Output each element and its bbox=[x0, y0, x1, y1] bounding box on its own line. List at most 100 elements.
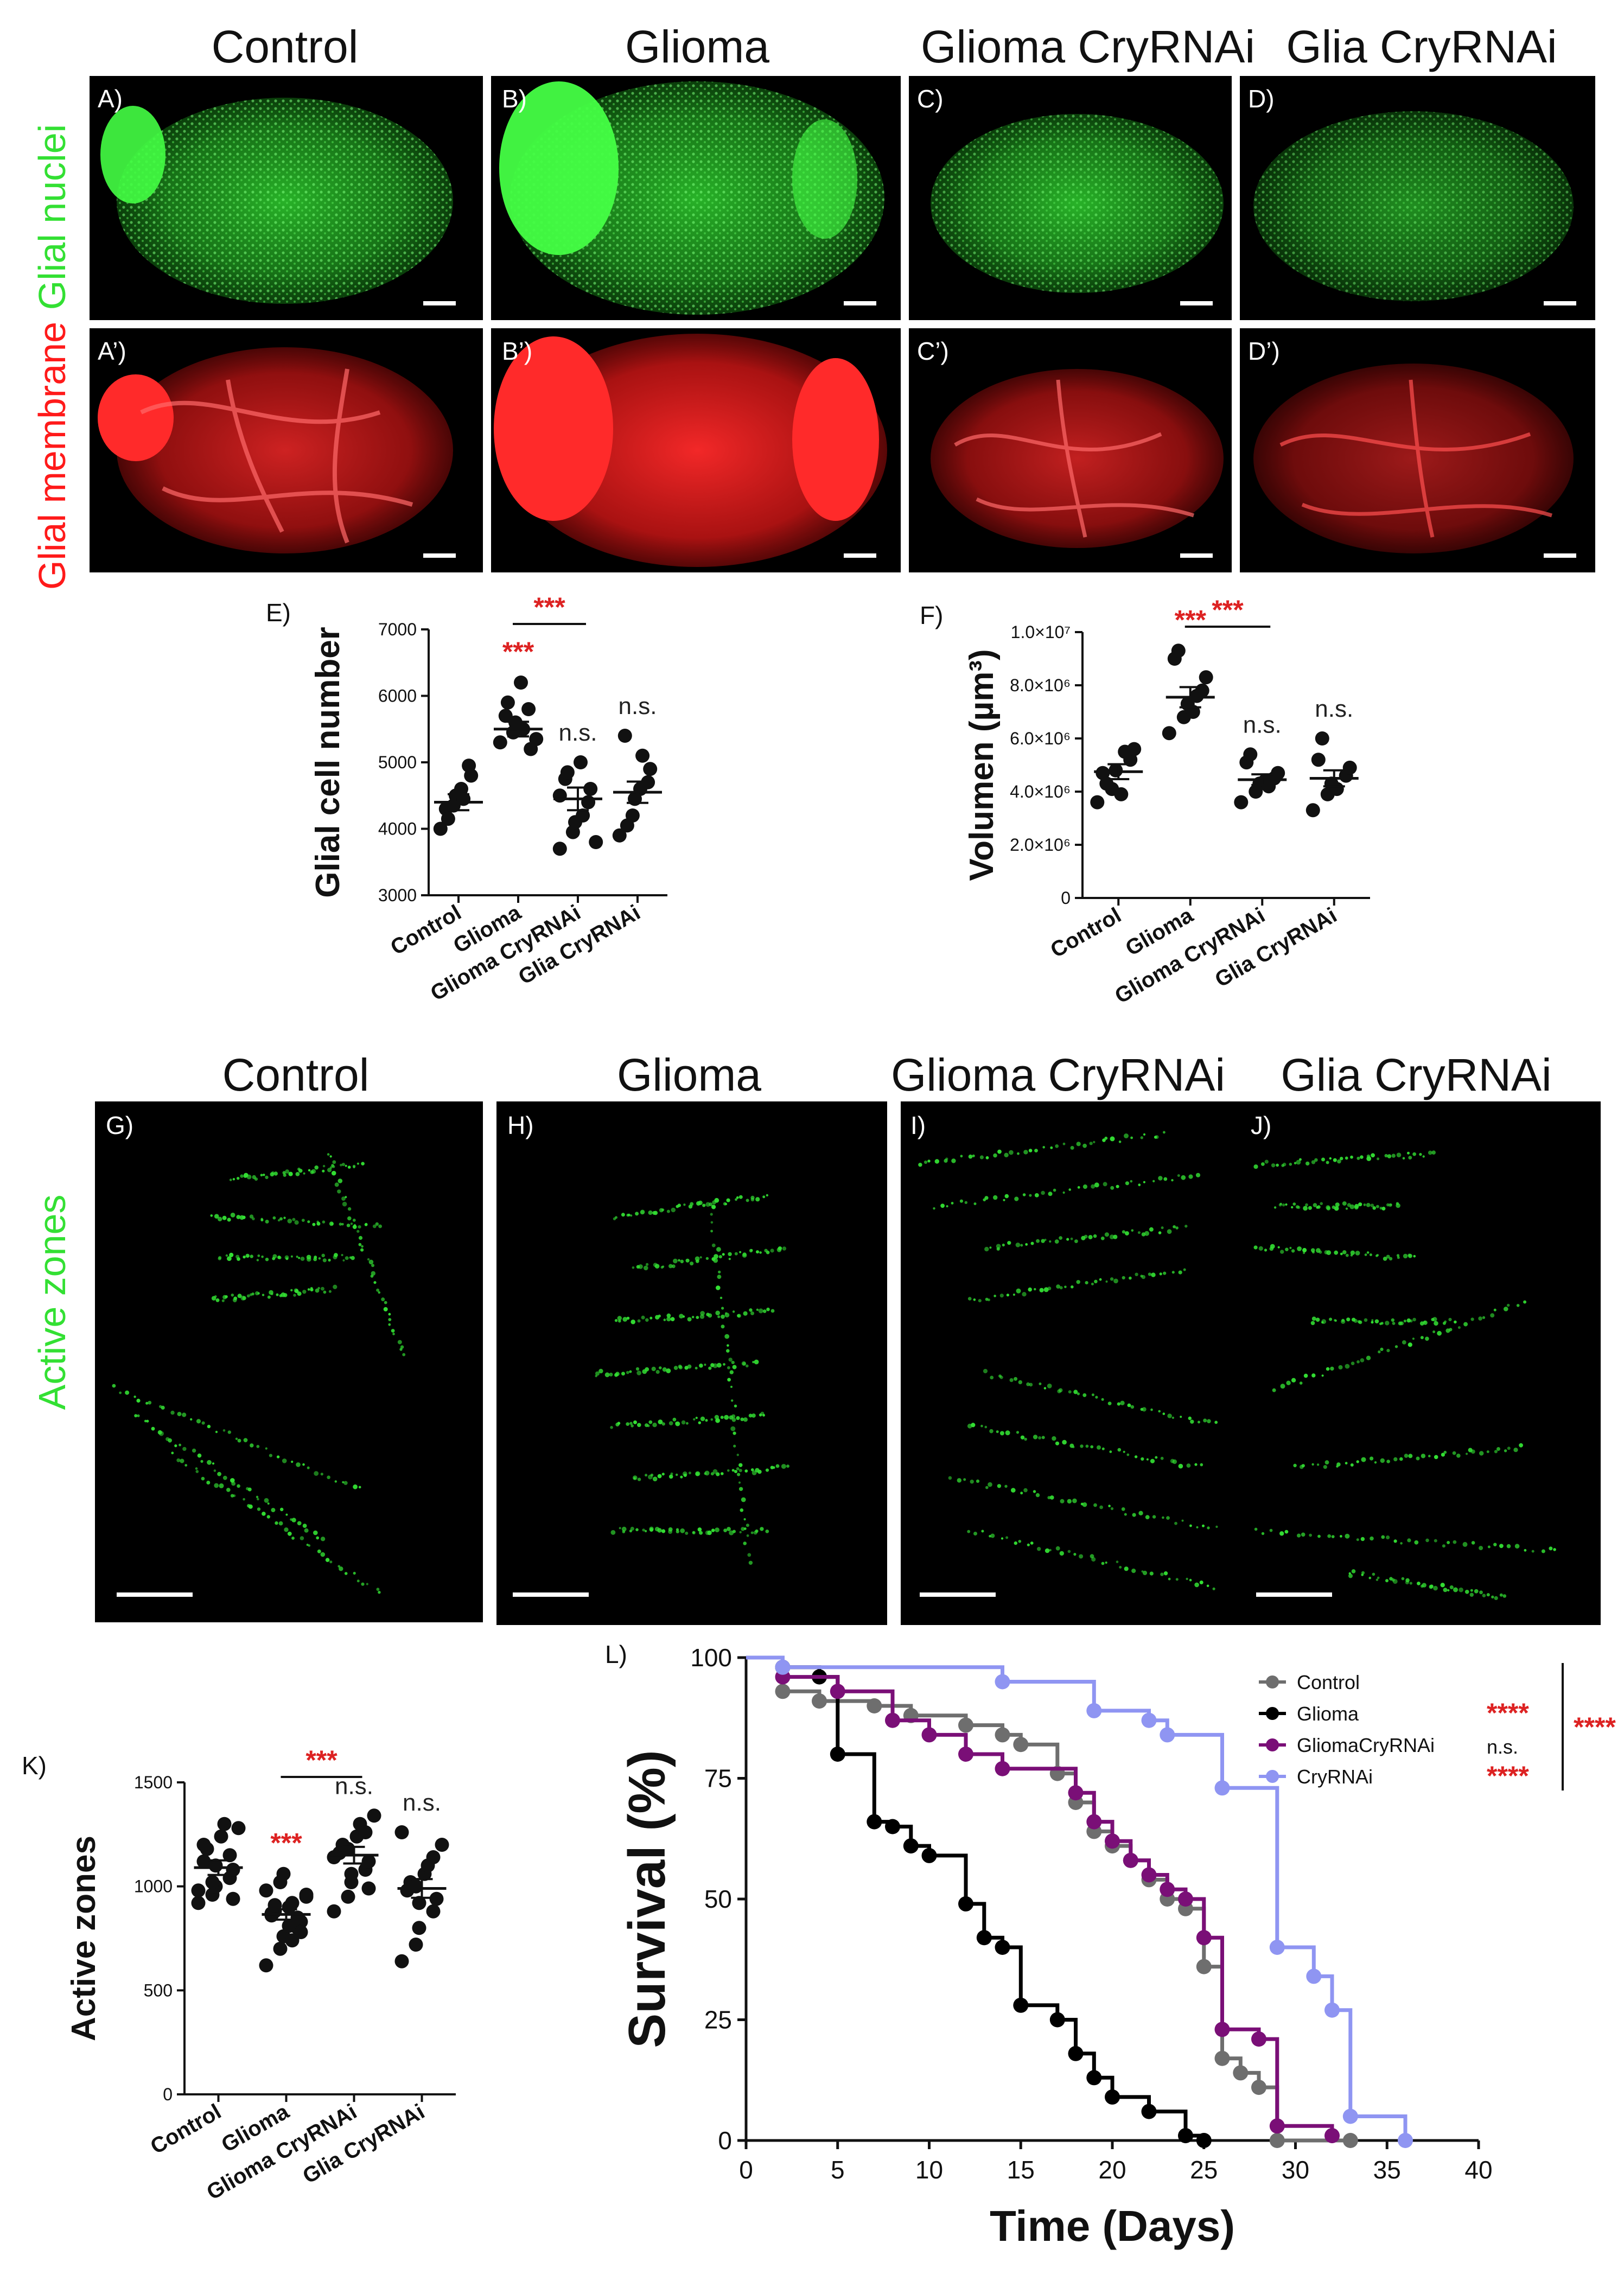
data-point bbox=[426, 1904, 441, 1919]
survival-point bbox=[1068, 1785, 1084, 1801]
survival-point bbox=[958, 1717, 973, 1733]
title-glioma-cryrnai-bottom: Glioma CryRNAi bbox=[891, 1049, 1225, 1100]
survival-point bbox=[1105, 1833, 1120, 1849]
y-tick-label: 1500 bbox=[134, 1773, 173, 1792]
data-point bbox=[412, 1896, 426, 1910]
x-tick-label: 40 bbox=[1464, 2156, 1492, 2184]
data-point bbox=[341, 1842, 355, 1856]
panel-C: C) bbox=[909, 76, 1232, 320]
data-point bbox=[327, 1904, 341, 1919]
data-point bbox=[394, 1825, 409, 1839]
data-point bbox=[327, 1850, 341, 1864]
y-tick-label: 75 bbox=[704, 1764, 732, 1793]
survival-point bbox=[1086, 1814, 1102, 1830]
survival-point bbox=[1013, 1737, 1029, 1753]
panel-B-prime: B’) bbox=[491, 328, 901, 572]
title-control-top: Control bbox=[212, 21, 359, 72]
data-point bbox=[358, 1825, 373, 1839]
survival-point bbox=[921, 1727, 937, 1743]
title-control-bottom: Control bbox=[222, 1049, 370, 1100]
data-point bbox=[259, 1958, 273, 1973]
data-point bbox=[196, 1854, 211, 1869]
panel-label-A: A) bbox=[98, 85, 123, 113]
survival-point bbox=[1178, 2128, 1193, 2144]
survival-point bbox=[1398, 2133, 1413, 2148]
survival-point bbox=[958, 1747, 973, 1762]
data-point bbox=[191, 1883, 206, 1898]
y-tick-label: 25 bbox=[704, 2006, 732, 2034]
data-point bbox=[521, 702, 536, 716]
survival-point bbox=[1141, 2104, 1157, 2119]
survival-line-cryrnai bbox=[746, 1655, 1408, 2140]
survival-point bbox=[1306, 1968, 1322, 1984]
data-point bbox=[217, 1817, 232, 1831]
x-tick-label: 20 bbox=[1098, 2156, 1126, 2184]
significance-label: *** bbox=[270, 1828, 302, 1858]
legend-label: CryRNAi bbox=[1297, 1766, 1373, 1788]
data-point bbox=[560, 765, 575, 780]
title-glia-cryrnai-top: Glia CryRNAi bbox=[1286, 21, 1557, 72]
data-point bbox=[1199, 670, 1213, 685]
data-point bbox=[435, 1838, 449, 1852]
data-point bbox=[1305, 803, 1320, 818]
data-point bbox=[412, 1921, 426, 1935]
data-point bbox=[285, 1896, 300, 1910]
y-axis-label: Glial cell number bbox=[309, 627, 347, 898]
panel-label-B: B) bbox=[502, 85, 527, 113]
y-tick-label: 1.0×10⁷ bbox=[1011, 622, 1071, 642]
y-tick-label: 6.0×10⁶ bbox=[1010, 729, 1071, 748]
panel-G: G) bbox=[95, 1101, 483, 1622]
survival-point bbox=[867, 1698, 882, 1713]
data-point bbox=[426, 1850, 441, 1864]
legend-marker bbox=[1266, 1675, 1279, 1689]
legend-marker bbox=[1266, 1770, 1279, 1783]
x-tick-label: 30 bbox=[1282, 2156, 1309, 2184]
survival-point bbox=[1214, 2022, 1230, 2037]
survival-point bbox=[1214, 2050, 1230, 2066]
survival-point bbox=[1178, 1891, 1193, 1907]
panel-J: J) bbox=[1240, 1101, 1601, 1625]
survival-point bbox=[830, 1747, 845, 1762]
data-point bbox=[464, 768, 479, 783]
data-point bbox=[514, 676, 528, 690]
significance-label: n.s. bbox=[403, 1789, 441, 1816]
chart-panel-label: L) bbox=[605, 1640, 627, 1668]
survival-line-glioma bbox=[746, 1655, 1206, 2140]
x-tick-label: 5 bbox=[831, 2156, 845, 2184]
data-point bbox=[1271, 766, 1285, 780]
legend-label: Glioma bbox=[1297, 1703, 1359, 1725]
legend-significance: **** bbox=[1487, 1698, 1529, 1728]
legend-marker bbox=[1266, 1707, 1279, 1720]
panel-H: H) bbox=[496, 1101, 887, 1625]
data-point bbox=[583, 782, 598, 796]
survival-point bbox=[995, 1727, 1010, 1743]
chart-panel-label: F) bbox=[920, 601, 943, 629]
x-axis-label: Time (Days) bbox=[990, 2202, 1235, 2250]
data-point bbox=[529, 732, 544, 747]
data-point bbox=[299, 1888, 314, 1902]
y-tick-label: 3000 bbox=[378, 885, 417, 905]
survival-point bbox=[1141, 1712, 1157, 1728]
data-point bbox=[589, 835, 603, 849]
panel-label-I: I) bbox=[910, 1111, 926, 1139]
y-tick-label: 0 bbox=[718, 2126, 732, 2155]
survival-point bbox=[976, 1930, 992, 1946]
data-point bbox=[576, 808, 590, 823]
data-point bbox=[341, 1889, 355, 1904]
significance-label: n.s. bbox=[559, 719, 597, 746]
survival-point bbox=[1123, 1852, 1138, 1868]
bracket-significance-label: *** bbox=[533, 592, 565, 622]
y-tick-label: 7000 bbox=[378, 620, 417, 639]
data-point bbox=[493, 735, 507, 750]
survival-point bbox=[995, 1761, 1010, 1776]
survival-point bbox=[1269, 2118, 1285, 2134]
title-glioma-top: Glioma bbox=[625, 21, 769, 72]
data-point bbox=[1342, 760, 1357, 775]
survival-point bbox=[885, 1819, 900, 1834]
title-glia-cryrnai-bottom: Glia CryRNAi bbox=[1281, 1049, 1551, 1100]
panel-label-D-prime: D’) bbox=[1248, 337, 1280, 365]
y-tick-label: 0 bbox=[1061, 888, 1071, 908]
survival-point bbox=[1324, 2128, 1340, 2144]
